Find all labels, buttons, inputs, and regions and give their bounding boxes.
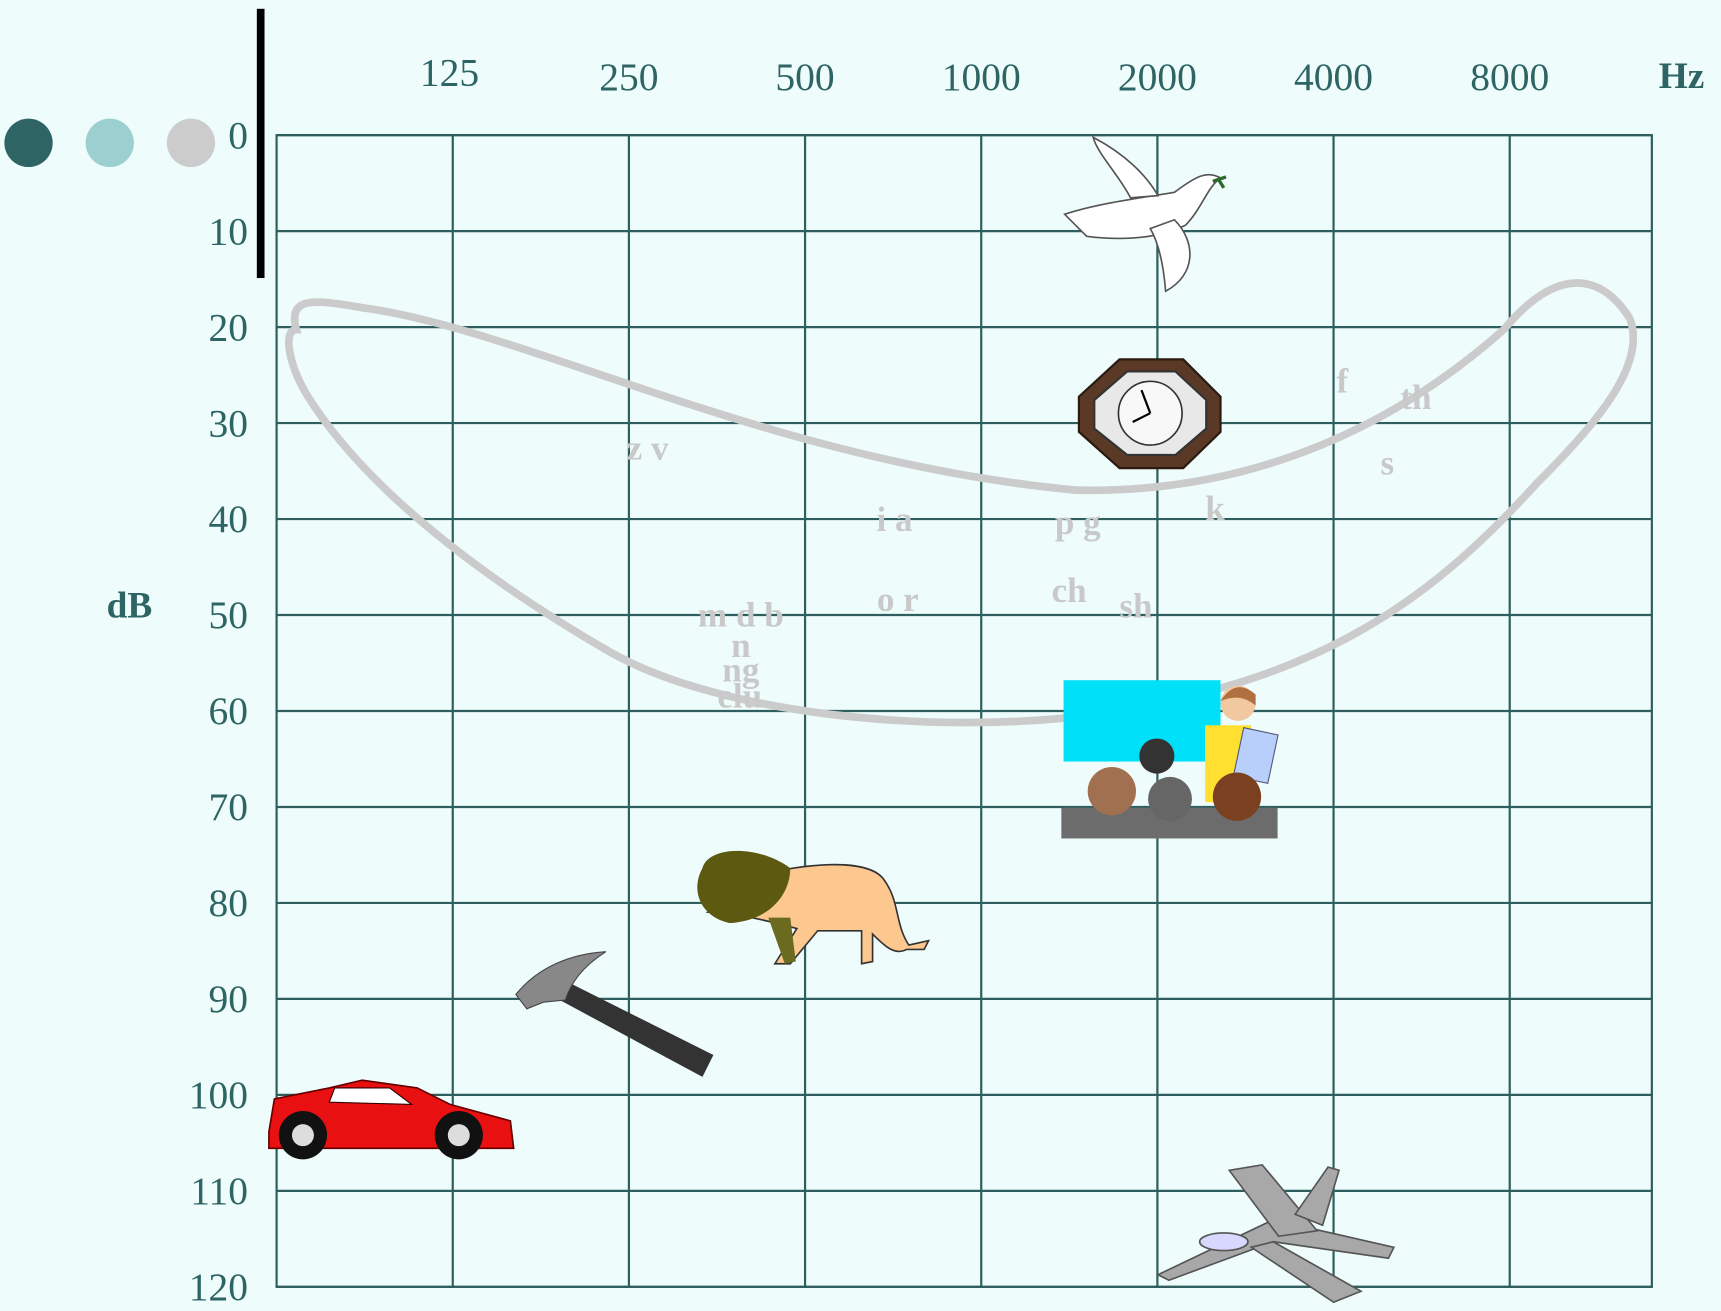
y-tick-label: 0: [228, 113, 248, 157]
y-unit: dB: [107, 586, 153, 627]
x-tick-label: 1000: [942, 55, 1021, 99]
x-tick-label: 2000: [1118, 55, 1197, 99]
y-tick-label: 80: [209, 881, 248, 925]
bullet-dot: [86, 119, 134, 167]
lion-icon: [697, 851, 928, 964]
clock-icon: [1079, 359, 1221, 468]
y-tick-label: 90: [209, 977, 248, 1021]
y-tick-label: 10: [209, 209, 248, 253]
y-tick-label: 40: [209, 497, 248, 541]
phoneme-label: p g: [1055, 503, 1101, 542]
x-unit: Hz: [1659, 56, 1705, 97]
phoneme-label: sh: [1119, 587, 1152, 626]
x-tick-label: 8000: [1470, 55, 1549, 99]
speech-banana: [289, 283, 1634, 723]
phoneme-label: th: [1400, 378, 1431, 417]
y-tick-label: 50: [209, 593, 248, 637]
phoneme-label: z v: [627, 428, 669, 467]
y-tick-label: 60: [209, 689, 248, 733]
phoneme-label: ch: [1051, 571, 1086, 610]
slide: Hz dB 0 10 20 30 40 50 60 70 80 90 100 110 120 125 250…: [0, 0, 1721, 1311]
classroom-icon: [1061, 680, 1278, 838]
accent-bar: [257, 9, 265, 278]
dove-icon: [1065, 137, 1226, 291]
y-tick-label: 110: [190, 1169, 248, 1213]
car-icon: [269, 1080, 514, 1159]
bullet-dot: [167, 119, 215, 167]
y-tick-label: 100: [189, 1073, 248, 1117]
jet-icon: [1158, 1165, 1394, 1302]
hammer-icon: [516, 952, 714, 1077]
y-tick-label: 20: [209, 305, 248, 349]
y-tick-label: 70: [209, 785, 248, 829]
phoneme-label: o r: [877, 580, 919, 619]
phoneme-label: f: [1336, 361, 1349, 400]
y-tick-label: 120: [189, 1265, 248, 1309]
x-tick-label: 500: [775, 55, 834, 99]
phoneme-label: k: [1205, 489, 1225, 528]
x-tick-label: 4000: [1294, 55, 1373, 99]
y-tick-label: 30: [209, 401, 248, 445]
x-tick-label: 125: [420, 51, 479, 95]
phoneme-label: i a: [876, 500, 913, 539]
bullet-dot: [4, 119, 52, 167]
phoneme-label: s: [1381, 444, 1395, 483]
phoneme-label: elu: [717, 677, 762, 716]
x-tick-label: 250: [599, 55, 658, 99]
